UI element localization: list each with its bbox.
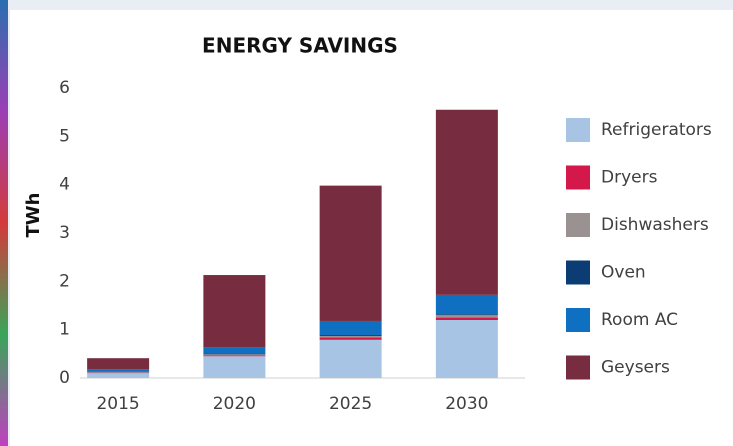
y-tick-label: 2 (59, 271, 70, 291)
x-tick-label: 2025 (329, 394, 372, 414)
bar-segment (203, 275, 266, 348)
x-tick-label: 2020 (213, 394, 256, 414)
legend-label: Geysers (601, 358, 670, 378)
bar-segment (203, 347, 266, 354)
bar-segment (87, 369, 150, 372)
y-tick-label: 0 (59, 368, 70, 388)
x-tick-label: 2015 (96, 394, 139, 414)
bar-segment (319, 320, 382, 335)
chart-title: ENERGY SAVINGS (202, 34, 398, 58)
legend-swatch (566, 165, 590, 190)
legend-swatch (566, 260, 590, 285)
legend-swatch (566, 355, 590, 380)
bar-segment (435, 320, 498, 378)
bar-segment (319, 185, 382, 321)
y-tick-label: 5 (59, 126, 70, 146)
bar-segment (435, 317, 498, 320)
x-tick-label: 2030 (445, 394, 488, 414)
bar-segment (203, 356, 266, 378)
y-tick-label: 6 (59, 78, 70, 98)
bar-segment (203, 353, 266, 355)
legend-swatch (566, 308, 590, 332)
legend-label: Dryers (601, 168, 658, 188)
legend-label: Refrigerators (601, 120, 712, 140)
bar-segment (203, 354, 266, 356)
legend-label: Room AC (601, 310, 678, 330)
bar-segment (319, 334, 382, 336)
y-tick-label: 1 (59, 320, 70, 340)
bar-segment (319, 335, 382, 338)
bar-segment (87, 373, 150, 378)
y-axis-label: TWh (23, 193, 44, 238)
bar-segment (435, 315, 498, 318)
bar-segment (435, 314, 498, 316)
bar-segment (87, 358, 150, 370)
y-tick-label: 3 (59, 223, 70, 243)
legend-label: Dishwashers (601, 215, 709, 235)
y-tick-label: 4 (59, 175, 70, 195)
bar-segment (203, 355, 266, 357)
legend-swatch (566, 118, 590, 142)
bar-segment (435, 109, 498, 295)
legend-label: Oven (601, 263, 646, 283)
side-strip (0, 0, 8, 446)
legend-swatch (566, 213, 590, 237)
bar-segment (319, 339, 382, 378)
bar-segment (435, 294, 498, 315)
bar-segment (319, 337, 382, 340)
